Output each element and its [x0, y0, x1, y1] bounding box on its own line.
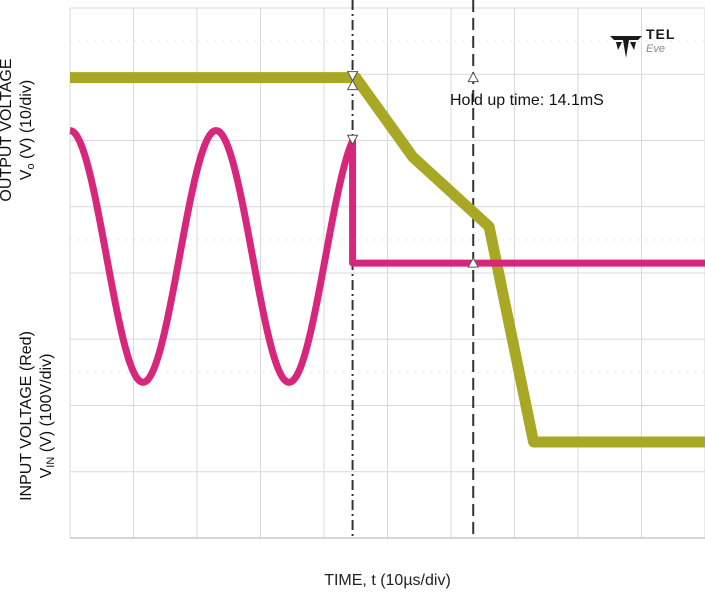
- marker-points: [346, 71, 480, 268]
- cursor-marker-input: [346, 134, 359, 146]
- logo-subtext: Eve: [646, 43, 665, 55]
- grid: [69, 7, 705, 539]
- cursor-marker-output: [346, 71, 359, 82]
- cursor-marker-output: [346, 79, 359, 91]
- input-voltage-label-line1: INPUT VOLTAGE (Red): [18, 331, 35, 501]
- hold-up-annotation: Hold up time: 14.1mS: [450, 92, 604, 109]
- output-voltage-series: [70, 72, 705, 448]
- input-voltage-axis-label: INPUT VOLTAGE (Red) VIN (V) (100V/div): [17, 296, 61, 536]
- input-voltage-label-line2: VIN (V) (100V/div): [38, 353, 57, 479]
- x-axis-label: TIME, t (10µs/div): [324, 572, 451, 589]
- series-layer: [67, 72, 705, 448]
- output-voltage-label-line1: OUTPUT VOLTAGE: [0, 58, 15, 202]
- teledyne-logo-icon: [610, 36, 642, 58]
- output-voltage-label-line2: Vo (V) (10/div): [18, 79, 37, 181]
- markers: [351, 0, 475, 538]
- cursor-marker-input: [467, 257, 480, 268]
- brand-logo: TEL Eve: [608, 26, 705, 62]
- input-voltage-series: [67, 127, 705, 386]
- cursor-marker-output: [467, 71, 480, 83]
- logo-text: TEL: [646, 26, 676, 42]
- output-voltage-axis-label: OUTPUT VOLTAGE Vo (V) (10/div): [0, 30, 41, 230]
